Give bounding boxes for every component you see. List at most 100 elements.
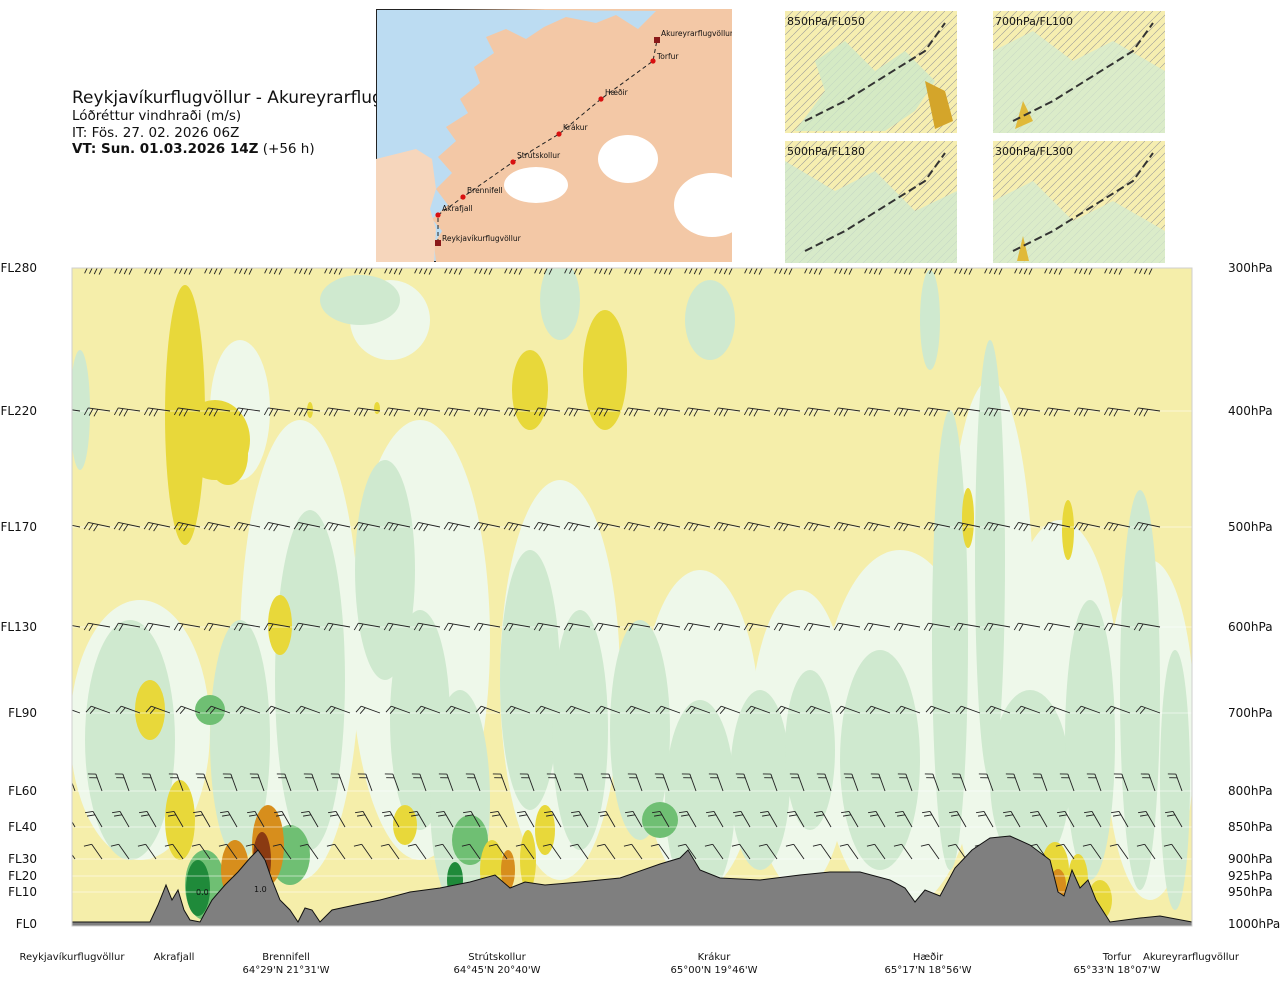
wind-barb-feather — [1053, 409, 1059, 417]
wind-barb-feather — [963, 409, 969, 417]
wind-barb-feather — [933, 524, 939, 532]
wind-barb-feather — [328, 623, 334, 632]
wind-barb-feather — [269, 268, 273, 274]
wind-barb — [1051, 705, 1071, 714]
wind-barb-feather — [1167, 814, 1176, 817]
wind-barb-feather — [835, 705, 842, 713]
wind-barb-feather — [870, 814, 879, 817]
wind-barb-feather — [713, 522, 719, 530]
wind-barb-feather — [947, 843, 956, 847]
wind-barb-feather — [593, 407, 599, 416]
wind-barb — [122, 773, 130, 792]
wind-barb-feather — [843, 814, 852, 817]
x-axis-point-name: Strútskollur — [468, 951, 526, 963]
wind-barb — [743, 773, 751, 792]
wind-barb — [421, 705, 441, 714]
wind-barb — [365, 773, 373, 792]
wind-barb — [72, 625, 81, 628]
wind-barb-feather — [88, 623, 94, 632]
y-tick-label-left: FL20 — [8, 869, 37, 883]
wind-barb — [88, 622, 111, 628]
wind-barb-feather — [1109, 707, 1116, 715]
rising-region — [393, 805, 417, 845]
wind-barb — [230, 773, 238, 792]
wind-barb-feather — [1023, 409, 1029, 417]
wind-barb-feather — [173, 407, 179, 416]
wind-barb-feather — [418, 623, 424, 632]
wind-barb-feather — [535, 705, 542, 713]
wind-barb-feather — [1057, 810, 1066, 814]
wind-barb — [72, 820, 76, 828]
wind-barb-feather — [515, 843, 524, 847]
wind-barb-feather — [894, 268, 898, 274]
wind-barb-feather — [803, 407, 809, 416]
wind-barb-feather — [993, 409, 999, 417]
wind-barb-feather — [1048, 523, 1054, 531]
wind-barb-feather — [449, 707, 456, 715]
wind-barb-feather — [839, 268, 843, 274]
weak-sinking-region — [685, 280, 735, 360]
wind-barb-feather — [816, 814, 825, 817]
rising-region — [535, 805, 555, 855]
weak-sinking-region — [975, 340, 1005, 780]
wind-barb — [227, 811, 238, 828]
wind-barb-feather — [110, 843, 119, 847]
wind-barb-feather — [303, 409, 309, 417]
wind-barb — [983, 811, 994, 828]
wind-barb-feather — [1103, 407, 1109, 416]
wind-barb-feather — [504, 268, 508, 274]
wind-barb-feather — [594, 268, 598, 274]
wind-barb-feather — [473, 522, 479, 530]
wind-barb-feather — [539, 707, 546, 715]
wind-barb-feather — [128, 268, 133, 275]
wind-barb-feather — [419, 707, 426, 715]
wind-barb — [658, 521, 681, 528]
rising-region — [962, 488, 974, 548]
wind-barb-feather — [688, 523, 694, 531]
wind-barb-feather — [358, 623, 364, 632]
wind-barb-feather — [141, 814, 150, 817]
rising-region — [165, 780, 195, 860]
wind-barb-feather — [301, 810, 310, 814]
wind-barb-feather — [929, 268, 933, 274]
wind-barb-feather — [183, 409, 189, 417]
wind-barb — [955, 843, 967, 860]
y-tick-label-left: FL10 — [8, 885, 37, 899]
wind-barb-feather — [1018, 623, 1024, 632]
wind-barb — [178, 622, 201, 628]
wind-barb-feather — [538, 523, 544, 531]
wind-barb-feather — [719, 707, 726, 715]
wind-barb-feather — [838, 623, 844, 632]
wind-barb-feather — [928, 523, 934, 531]
wind-barb — [176, 773, 184, 792]
wind-barb-feather — [88, 523, 94, 531]
wind-barb — [118, 622, 141, 628]
wind-barb-feather — [922, 810, 931, 814]
wind-barb-feather — [436, 810, 445, 814]
wind-barb-feather — [841, 810, 850, 814]
wind-barb-feather — [818, 268, 823, 275]
wind-barb — [1094, 773, 1102, 792]
wind-barb-feather — [445, 705, 452, 713]
wind-barb-feather — [483, 409, 489, 417]
wind-barb-feather — [59, 624, 63, 631]
wind-barb-feather — [353, 407, 359, 416]
y-tick-label-right: 925hPa — [1228, 869, 1273, 883]
wind-barb-feather — [299, 707, 306, 715]
wind-barb-feather — [137, 843, 146, 847]
wind-barb-feather — [653, 407, 659, 416]
wind-barb-feather — [658, 523, 664, 531]
wind-barb-feather — [58, 811, 66, 812]
wind-barb-feather — [843, 524, 849, 532]
wind-barb-feather — [478, 523, 484, 531]
y-tick-label-right: 950hPa — [1228, 885, 1273, 899]
wind-barb-feather — [338, 268, 343, 275]
wind-barb-feather — [1019, 268, 1023, 274]
wind-barb-feather — [458, 268, 463, 275]
wind-barb-feather — [628, 408, 634, 416]
wind-barb-feather — [178, 523, 184, 531]
wind-barb-feather — [958, 623, 964, 632]
wind-barb — [238, 407, 261, 412]
x-axis-point-coord: 64°29'N 21°31'W — [243, 965, 330, 976]
wind-barb-feather — [389, 707, 396, 715]
